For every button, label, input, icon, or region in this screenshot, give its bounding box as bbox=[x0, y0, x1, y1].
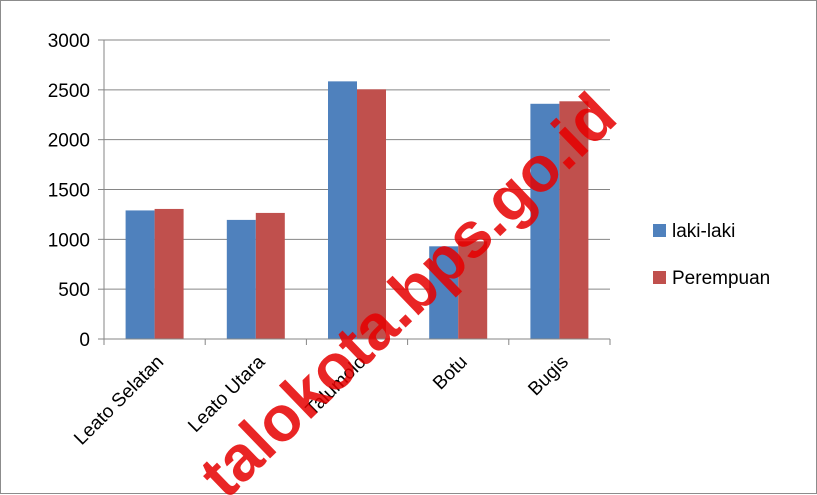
bar-perempuan-0 bbox=[154, 208, 184, 339]
bar-perempuan-4 bbox=[559, 101, 589, 339]
x-tick-label: Leato Selatan bbox=[70, 352, 168, 450]
legend: laki-laki Perempuan bbox=[653, 221, 770, 289]
y-tick-label: 1000 bbox=[48, 230, 90, 251]
x-tick-label: Botu bbox=[429, 352, 471, 394]
y-tick-label: 500 bbox=[58, 280, 90, 301]
bar-laki-laki-2 bbox=[328, 81, 357, 339]
y-tick-label: 2000 bbox=[48, 131, 90, 152]
bar-laki-laki-0 bbox=[125, 210, 155, 339]
bar-laki-laki-4 bbox=[530, 103, 560, 339]
bar-perempuan-3 bbox=[458, 241, 488, 339]
legend-label: laki-laki bbox=[672, 221, 735, 242]
y-tick-labels: 0 500 1000 1500 2000 2500 3000 bbox=[48, 31, 90, 351]
y-tick-label: 1500 bbox=[48, 181, 90, 202]
legend-swatch bbox=[653, 271, 666, 284]
axes bbox=[98, 39, 611, 345]
y-tick-label: 3000 bbox=[48, 31, 90, 52]
bar-perempuan-2 bbox=[357, 89, 386, 340]
legend-swatch bbox=[653, 224, 666, 237]
bar-perempuan-1 bbox=[255, 212, 285, 339]
bar-laki-laki-1 bbox=[226, 219, 256, 339]
y-tick-label: 0 bbox=[79, 330, 90, 351]
bars bbox=[125, 81, 589, 340]
bar-laki-laki-3 bbox=[429, 246, 459, 339]
legend-label: Perempuan bbox=[672, 268, 770, 289]
x-tick-label: Bugis bbox=[524, 352, 572, 400]
y-tick-label: 2500 bbox=[48, 81, 90, 102]
